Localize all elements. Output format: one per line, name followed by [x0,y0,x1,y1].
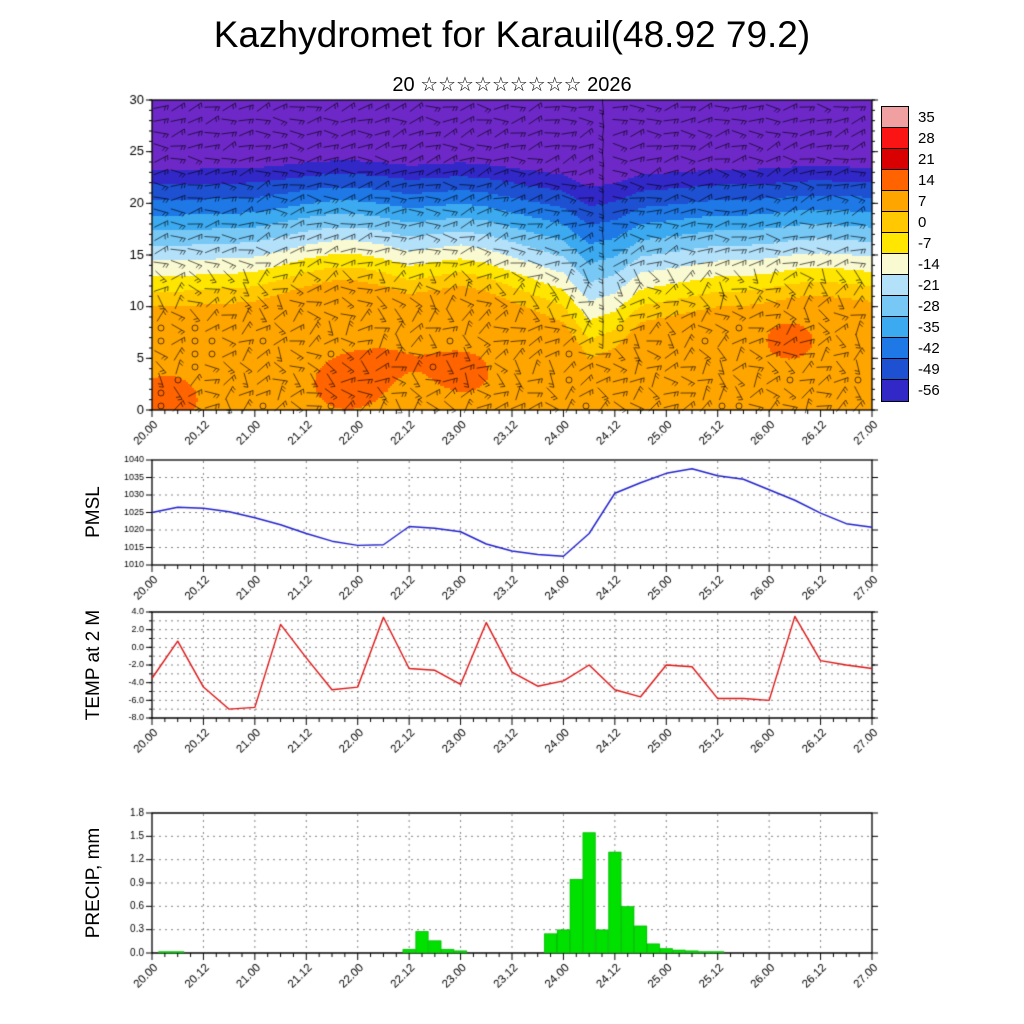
colorbar-cell [882,254,908,275]
colorbar-label: -56 [918,382,940,399]
colorbar-label: -35 [918,319,940,336]
colorbar-label: 35 [918,109,935,126]
colorbar-cell [882,191,908,212]
colorbar-label: -28 [918,298,940,315]
colorbar-cell [882,317,908,338]
colorbar-cell [882,128,908,149]
colorbar-label: -21 [918,277,940,294]
colorbar-label: -7 [918,235,932,252]
colorbar-cell [882,233,908,254]
colorbar-cell [882,107,908,128]
precip-axis-label: PRECIP, mm [83,827,104,939]
colorbar-label: 28 [918,130,935,147]
colorbar-cell [882,359,908,380]
colorbar-label: 21 [918,151,935,168]
pmsl-axis-label: PMSL [83,486,104,538]
colorbar-cell [882,170,908,191]
colorbar-label: -49 [918,361,940,378]
colorbar-cell [882,296,908,317]
colorbar-label: 14 [918,172,935,189]
colorbar-cell [882,212,908,233]
colorbar-cell [882,380,908,401]
colorbar-label: 0 [918,214,927,231]
colorbar-cell [882,149,908,170]
colorbar-cell [882,338,908,359]
colorbar-label: -14 [918,256,940,273]
temperature-colorbar: 35 28 21 14 7 0 -7 -14 -21 -28 -35 -42 -49 -56 [881,106,940,402]
colorbar-cell [882,275,908,296]
temp-axis-label: TEMP at 2 M [83,609,104,721]
colorbar-label: 7 [918,193,927,210]
colorbar-label: -42 [918,340,940,357]
